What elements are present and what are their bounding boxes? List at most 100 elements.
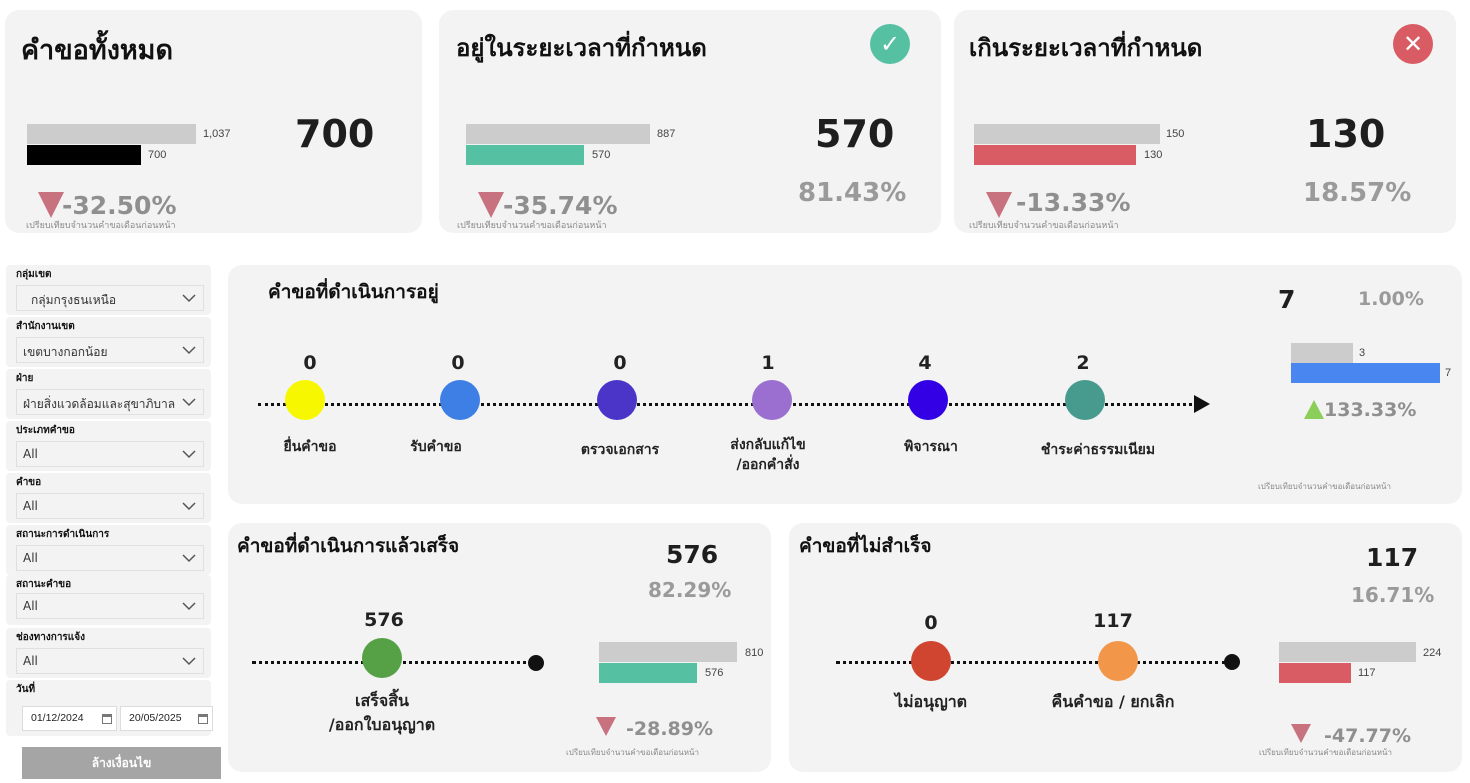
kpi-overdue-note: เปรียบเทียบจำนวนคำขอเดือนก่อนหน้า [969, 220, 1119, 230]
calendar-icon[interactable] [102, 714, 112, 724]
kpi-total-prev-bar [27, 124, 196, 144]
department-dropdown[interactable]: ฝ่ายสิ่งแวดล้อมและสุขาภิบาล [16, 389, 204, 415]
completed-curr-bar [599, 663, 697, 683]
completed-stage-label: เสร็จสิ้น [355, 691, 409, 710]
request-type-dropdown[interactable]: All [16, 441, 204, 467]
filter-request-label: คำขอ [16, 477, 42, 488]
not-completed-change: -47.77% [1324, 725, 1412, 747]
filter-request-status: สถานะคำขอ All [6, 575, 211, 625]
chevron-down-icon [182, 398, 196, 407]
clear-filters-button[interactable]: ล้างเงื่อนไข [22, 747, 221, 779]
stage-doc-check-circle [597, 380, 637, 420]
kpi-overdue-curr-bar-label: 130 [1144, 149, 1163, 161]
zone-group-value: กลุ่มกรุงธนเหนือ [31, 293, 117, 307]
date-start-value: 01/12/2024 [31, 712, 84, 724]
chevron-down-icon [182, 554, 196, 563]
date-end-value: 20/05/2025 [129, 712, 182, 724]
completed-change: -28.89% [626, 718, 714, 740]
filter-district-office-label: สำนักงานเขต [16, 321, 75, 332]
filter-date-label: วันที่ [16, 684, 36, 695]
in-progress-flow-line [258, 403, 1198, 406]
filter-request-type-label: ประเภทคำขอ [16, 425, 75, 436]
stage-consider-count: 4 [918, 352, 932, 374]
not-completed-flow-line [836, 661, 1226, 664]
kpi-ontime-prev-bar-label: 887 [657, 128, 676, 140]
stage-denied-count: 0 [924, 612, 938, 634]
date-start-input[interactable]: 01/12/2024 [22, 706, 117, 731]
stage-denied-circle [911, 641, 951, 681]
filter-zone-group-label: กลุ่มเขต [16, 269, 52, 280]
in-progress-prev-bar-label: 3 [1359, 347, 1366, 359]
kpi-total-prev-bar-label: 1,037 [203, 128, 231, 140]
kpi-ontime-curr-bar-label: 570 [592, 149, 611, 161]
request-value: All [23, 499, 38, 513]
down-arrow-icon [38, 192, 64, 218]
up-arrow-icon [1304, 400, 1324, 419]
channel-dropdown[interactable]: All [16, 648, 204, 674]
kpi-overdue-curr-bar [974, 145, 1136, 165]
not-completed-prev-bar [1279, 642, 1416, 662]
chevron-down-icon [182, 294, 196, 303]
chevron-down-icon [182, 657, 196, 666]
process-status-value: All [23, 551, 38, 565]
filter-zone-group: กลุ่มเขต กลุ่มกรุงธนเหนือ [6, 265, 211, 315]
filter-process-status-label: สถานะการดำเนินการ [16, 529, 110, 540]
down-arrow-icon [986, 192, 1012, 218]
stage-cancel-count: 117 [1093, 610, 1133, 632]
stage-submit-circle [285, 380, 325, 420]
chevron-down-icon [182, 450, 196, 459]
request-status-dropdown[interactable]: All [16, 593, 204, 619]
kpi-ontime-prev-bar [466, 124, 650, 144]
x-circle-icon: ✕ [1393, 24, 1433, 64]
stage-denied-label: ไม่อนุญาต [894, 692, 968, 711]
stage-receive-label: รับคำขอ [410, 439, 462, 455]
filter-request-type: ประเภทคำขอ All [6, 421, 211, 471]
down-arrow-icon [1291, 724, 1311, 743]
kpi-total-curr-bar [27, 145, 141, 165]
filter-request: คำขอ All [6, 473, 211, 523]
kpi-ontime-change: -35.74% [503, 191, 618, 220]
request-dropdown[interactable]: All [16, 493, 204, 519]
kpi-overdue-change: -13.33% [1016, 188, 1131, 217]
kpi-overdue-value: 130 [1306, 112, 1386, 156]
kpi-ontime-curr-bar [466, 145, 584, 165]
in-progress-title: คำขอที่ดำเนินการอยู่ [268, 281, 439, 303]
kpi-overdue-prev-bar [974, 124, 1160, 144]
kpi-ontime-note: เปรียบเทียบจำนวนคำขอเดือนก่อนหน้า [457, 220, 607, 230]
stage-consider-circle [908, 380, 948, 420]
kpi-total-change: -32.50% [62, 191, 177, 220]
in-progress-change: 133.33% [1324, 399, 1417, 421]
calendar-icon[interactable] [198, 714, 208, 724]
stage-receive-count: 0 [451, 352, 465, 374]
kpi-card-total: คำขอทั้งหมด 1,037 700 700 -32.50% เปรียบ… [5, 10, 422, 233]
chevron-down-icon [182, 346, 196, 355]
stage-return-label-line2: /ออกคำสั่ง [736, 457, 800, 473]
not-completed-value: 117 [1366, 543, 1419, 572]
filter-request-status-label: สถานะคำขอ [16, 579, 72, 590]
not-completed-card: คำขอที่ไม่สำเร็จ 117 16.71% 0 ไม่อนุญาต … [789, 523, 1462, 772]
stage-doc-check-label: ตรวจเอกสาร [580, 442, 660, 458]
in-progress-percent: 1.00% [1358, 288, 1424, 310]
stage-payment-circle [1065, 380, 1105, 420]
kpi-total-curr-bar-label: 700 [148, 149, 167, 161]
chevron-down-icon [182, 502, 196, 511]
kpi-card-ontime: อยู่ในระยะเวลาที่กำหนด ✓ 887 570 570 81.… [439, 10, 941, 233]
stage-return-label: ส่งกลับแก้ไข [730, 437, 806, 453]
zone-group-dropdown[interactable]: กลุ่มกรุงธนเหนือ [16, 285, 204, 311]
stage-consider-label: พิจารณา [904, 439, 958, 455]
completed-stage-count: 576 [364, 609, 404, 631]
date-end-input[interactable]: 20/05/2025 [120, 706, 213, 731]
district-office-dropdown[interactable]: เขตบางกอกน้อย [16, 337, 204, 363]
stage-return-count: 1 [761, 352, 775, 374]
kpi-card-overdue: เกินระยะเวลาที่กำหนด ✕ 150 130 130 18.57… [954, 10, 1456, 233]
stage-cancel-circle [1098, 641, 1138, 681]
request-status-value: All [23, 599, 38, 613]
channel-value: All [23, 654, 38, 668]
process-status-dropdown[interactable]: All [16, 545, 204, 571]
completed-stage-label-line2: /ออกใบอนุญาต [328, 715, 436, 734]
kpi-total-note: เปรียบเทียบจำนวนคำขอเดือนก่อนหน้า [26, 220, 176, 230]
stage-submit-label: ยื่นคำขอ [283, 439, 337, 455]
filter-channel: ช่องทางการแจ้ง All [6, 628, 211, 678]
down-arrow-icon [478, 192, 504, 218]
stage-receive-circle [440, 380, 480, 420]
